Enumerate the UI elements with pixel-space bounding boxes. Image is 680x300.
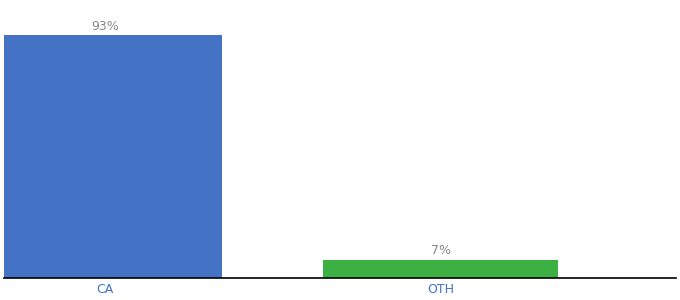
Text: 7%: 7% — [430, 244, 451, 257]
Bar — [323, 260, 558, 278]
Bar — [0, 35, 222, 278]
Text: 93%: 93% — [91, 20, 119, 33]
